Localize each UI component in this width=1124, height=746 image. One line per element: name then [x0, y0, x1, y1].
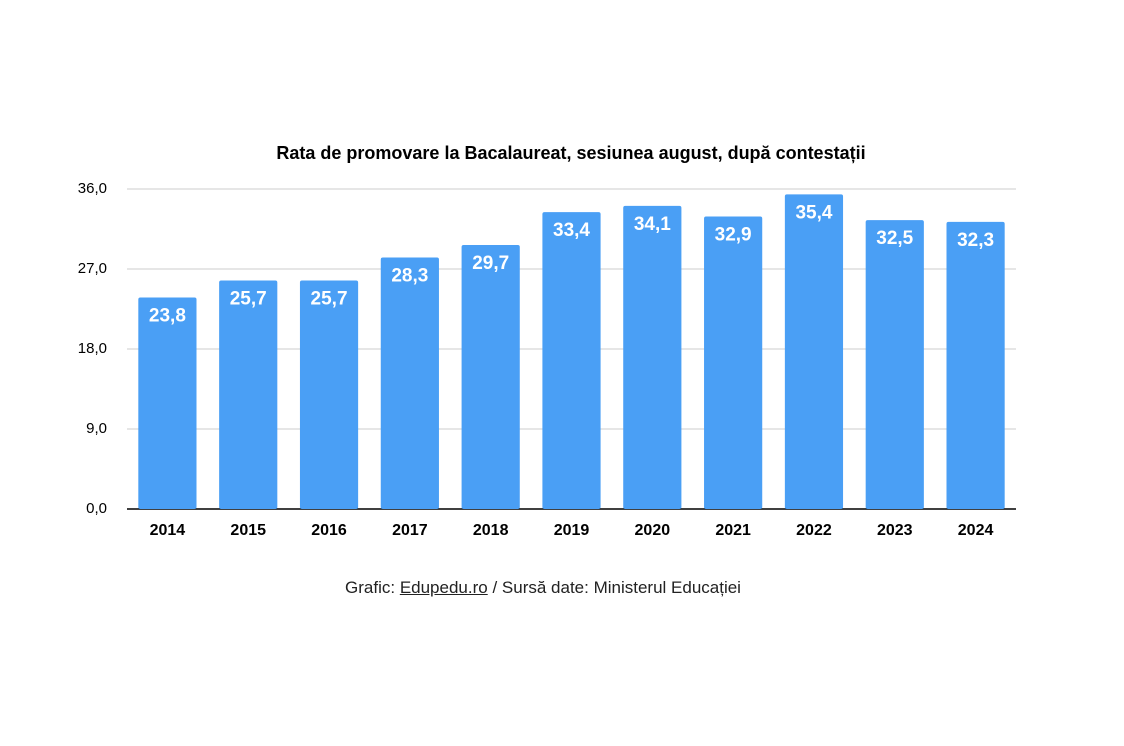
- y-tick-label: 36,0: [78, 180, 107, 197]
- x-tick-label: 2015: [230, 522, 266, 539]
- x-tick-label: 2019: [554, 522, 590, 539]
- bar: [461, 245, 520, 509]
- value-label: 32,5: [876, 228, 913, 249]
- bar: [138, 297, 197, 509]
- x-tick-label: 2014: [150, 522, 186, 539]
- x-tick-label: 2021: [715, 522, 751, 539]
- x-tick-label: 2017: [392, 522, 428, 539]
- bar: [865, 220, 924, 509]
- value-label: 35,4: [795, 202, 832, 223]
- bar: [542, 212, 601, 509]
- x-tick-label: 2023: [877, 522, 913, 539]
- source-link[interactable]: Edupedu.ro: [399, 578, 488, 597]
- y-tick-label: 27,0: [78, 260, 107, 277]
- y-tick-label: 0,0: [86, 500, 107, 517]
- value-label: 25,7: [311, 289, 348, 310]
- y-tick-label: 18,0: [78, 340, 107, 357]
- source-note: Grafic: Edupedu.ro / Sursă date: Ministe…: [0, 578, 1086, 598]
- x-tick-label: 2016: [311, 522, 347, 539]
- y-tick-label: 9,0: [86, 420, 107, 437]
- value-label: 34,1: [634, 214, 671, 235]
- x-tick-label: 2020: [635, 522, 671, 539]
- value-label: 29,7: [472, 253, 509, 274]
- chart-title: Rata de promovare la Bacalaureat, sesiun…: [276, 143, 865, 163]
- value-label: 33,4: [553, 220, 590, 241]
- bar: [946, 221, 1005, 509]
- bar: [299, 280, 359, 509]
- bar: [784, 194, 844, 510]
- x-tick-label: 2024: [958, 522, 994, 539]
- x-tick-label: 2022: [796, 522, 832, 539]
- source-suffix: / Sursă date: Ministerul Educației: [492, 578, 741, 597]
- value-label: 32,3: [957, 230, 994, 251]
- bar: [704, 216, 763, 510]
- value-label: 28,3: [391, 265, 428, 286]
- source-prefix: Grafic:: [345, 578, 396, 597]
- value-label: 23,8: [149, 305, 186, 326]
- value-label: 32,9: [715, 225, 752, 246]
- bar: [380, 257, 439, 509]
- value-label: 25,7: [230, 289, 267, 310]
- bar: [623, 205, 682, 509]
- bar: [219, 280, 278, 509]
- x-tick-label: 2018: [473, 522, 509, 539]
